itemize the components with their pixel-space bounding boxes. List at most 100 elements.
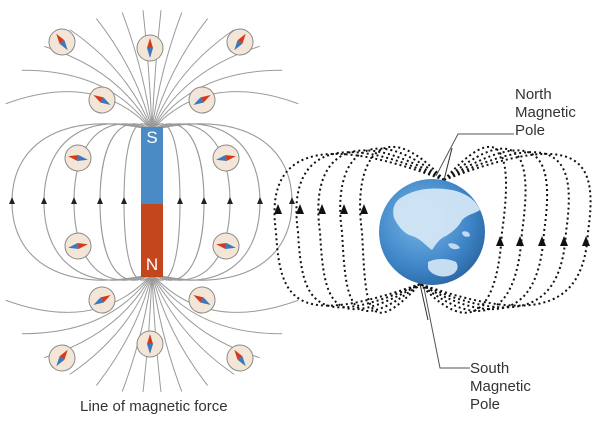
field-line	[95, 273, 153, 386]
field-line	[121, 12, 153, 131]
compass-icon	[64, 232, 92, 260]
south-magnetic-pole-label: South Magnetic Pole	[470, 360, 531, 414]
field-line	[151, 10, 162, 131]
compass-needle-north	[77, 243, 88, 249]
compass-icon	[88, 286, 116, 314]
south-label-line-1: South	[470, 360, 510, 377]
compass-needle-north	[59, 349, 68, 360]
field-line	[5, 91, 153, 131]
arrow-icon	[201, 197, 207, 204]
compass-needle-north	[200, 95, 211, 103]
compass-needle-north	[100, 295, 111, 303]
compass-icon	[226, 344, 254, 372]
compass-needle-south	[200, 297, 211, 305]
compass-group	[48, 28, 254, 372]
arrow-icon	[340, 204, 348, 214]
field-line	[151, 18, 209, 131]
compass-needle-south	[147, 344, 153, 354]
field-line	[151, 273, 283, 335]
earth-field-line	[295, 151, 445, 309]
compass-icon	[188, 286, 216, 314]
compass-needle-south	[93, 297, 104, 305]
compass-needle-south	[193, 97, 204, 105]
compass-needle-south	[237, 356, 246, 367]
bar-magnet	[141, 127, 163, 277]
compass-needle-south	[59, 40, 68, 51]
earth-field-lines	[273, 145, 592, 321]
arrow-icon	[121, 197, 127, 204]
earth-field-line	[419, 152, 592, 307]
field-line	[142, 10, 153, 131]
pole-axis-line	[419, 283, 429, 321]
compass-needle-north	[93, 95, 104, 103]
field-line	[151, 29, 235, 131]
compass-needle-north	[56, 33, 65, 44]
magnet-north-label: N	[145, 255, 159, 274]
compass-needle-south	[56, 356, 65, 367]
magnet-north-half	[141, 204, 163, 277]
arrow-icon	[538, 236, 546, 246]
compass-needle-north	[234, 349, 243, 360]
compass-icon	[48, 344, 76, 372]
field-line	[151, 273, 183, 392]
south-pole-pointer	[423, 287, 470, 369]
earth-land-asia	[393, 188, 480, 250]
field-line	[95, 18, 153, 131]
compass-icon	[226, 28, 254, 56]
compass-icon	[136, 330, 164, 358]
earth-field-line	[419, 147, 527, 312]
arrow-icon	[177, 197, 183, 204]
arrow-icon	[560, 236, 568, 246]
compass-needle-north	[216, 243, 227, 249]
compass-needle-south	[77, 155, 88, 161]
field-line	[5, 273, 153, 313]
compass-needle-south	[68, 243, 79, 249]
compass-needle-south	[100, 97, 111, 105]
compass-needle-north	[225, 155, 236, 161]
arrow-icon	[582, 236, 590, 246]
pole-pointer-lines	[423, 133, 514, 369]
north-label-line-2: Magnetic	[515, 104, 576, 121]
earth-land-islands	[448, 231, 470, 250]
compass-icon	[136, 34, 164, 62]
compass-needle-south	[147, 48, 153, 58]
earth-land-australia	[428, 259, 458, 277]
arrow-icon	[9, 197, 15, 204]
arrow-icon	[41, 197, 47, 204]
field-line	[69, 273, 153, 375]
compass-icon	[64, 144, 92, 172]
compass-icon	[88, 86, 116, 114]
field-line	[69, 29, 153, 131]
field-line	[21, 69, 153, 131]
arrow-icon	[496, 236, 504, 246]
arrow-icon	[274, 204, 282, 214]
earth-field-line	[419, 145, 507, 314]
compass-needle-north	[147, 334, 153, 344]
arrow-icon	[257, 197, 263, 204]
compass-icon	[188, 86, 216, 114]
compass-needle-north	[147, 38, 153, 48]
arrow-icon	[318, 204, 326, 214]
magnet-south-half	[141, 127, 163, 204]
earth-globe	[379, 179, 485, 285]
bar-magnet-field-lines	[5, 10, 299, 393]
caption-line-of-magnetic-force: Line of magnetic force	[80, 398, 228, 415]
compass-needle-north	[193, 295, 204, 303]
arrow-icon	[227, 197, 233, 204]
compass-needle-north	[237, 33, 246, 44]
south-label-line-3: Pole	[470, 396, 501, 413]
compass-needle-south	[216, 155, 227, 161]
arrow-icon	[71, 197, 77, 204]
south-label-line-2: Magnetic	[470, 378, 531, 395]
magnet-south-label: S	[146, 128, 158, 147]
arrow-icon	[289, 197, 295, 204]
north-pole-pointer	[435, 133, 514, 177]
field-line	[151, 273, 209, 386]
arrow-icon	[360, 204, 368, 214]
compass-icon	[212, 232, 240, 260]
arrow-icon	[516, 236, 524, 246]
arrow-icon	[296, 204, 304, 214]
compass-needle-north	[68, 155, 79, 161]
